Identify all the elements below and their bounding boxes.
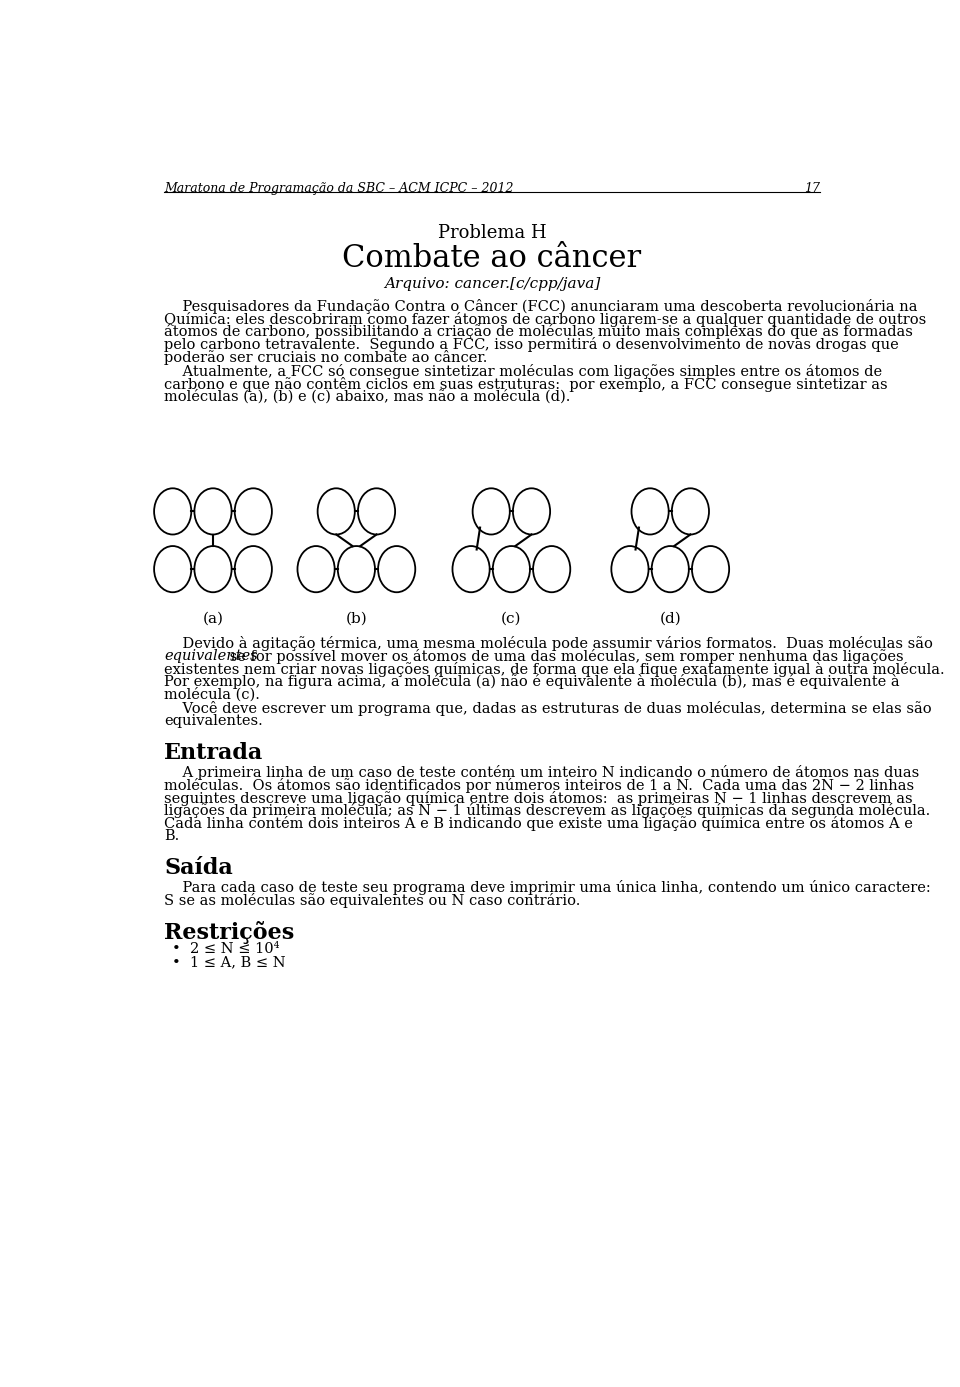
Text: Você deve escrever um programa que, dadas as estruturas de duas moléculas, deter: Você deve escrever um programa que, dada…: [164, 702, 932, 716]
Text: Por exemplo, na figura acima, a molécula (a) não é equivalente à molécula (b), m: Por exemplo, na figura acima, a molécula…: [164, 674, 900, 689]
Text: (a): (a): [203, 612, 224, 626]
Text: Maratona de Programação da SBC – ACM ICPC – 2012: Maratona de Programação da SBC – ACM ICP…: [164, 182, 514, 194]
Text: Devido à agitação térmica, uma mesma molécula pode assumir vários formatos.  Dua: Devido à agitação térmica, uma mesma mol…: [164, 637, 933, 651]
Text: equivalentes: equivalentes: [164, 649, 258, 663]
Text: equivalentes.: equivalentes.: [164, 714, 263, 728]
Text: Entrada: Entrada: [164, 742, 263, 764]
Text: moléculas.  Os átomos são identificados por números inteiros de 1 a N.  Cada uma: moléculas. Os átomos são identificados p…: [164, 778, 914, 793]
Text: seguintes descreve uma ligação química entre dois átomos:  as primeiras N − 1 li: seguintes descreve uma ligação química e…: [164, 791, 913, 806]
Text: Para cada caso de teste seu programa deve imprimir uma única linha, contendo um : Para cada caso de teste seu programa dev…: [164, 879, 931, 895]
Text: poderão ser cruciais no combate ao câncer.: poderão ser cruciais no combate ao cânce…: [164, 350, 488, 365]
Text: molécula (c).: molécula (c).: [164, 687, 260, 702]
Text: (c): (c): [501, 612, 521, 626]
Text: se for possível mover os átomos de uma das moléculas, sem romper nenhuma das lig: se for possível mover os átomos de uma d…: [225, 649, 903, 664]
Text: •  2 ≤ N ≤ 10⁴: • 2 ≤ N ≤ 10⁴: [172, 942, 279, 956]
Text: A primeira linha de um caso de teste contém um inteiro N indicando o número de á: A primeira linha de um caso de teste con…: [164, 766, 920, 779]
Text: átomos de carbono, possibilitando a criação de moléculas muito mais complexas do: átomos de carbono, possibilitando a cria…: [164, 325, 913, 340]
Text: carbono e que não contêm ciclos em suas estruturas:  por exemplo, a FCC consegue: carbono e que não contêm ciclos em suas …: [164, 377, 888, 391]
Text: existentes nem criar novas ligações químicas, de forma que ela fique exatamente : existentes nem criar novas ligações quím…: [164, 662, 945, 677]
Text: moléculas (a), (b) e (c) abaixo, mas não a molécula (d).: moléculas (a), (b) e (c) abaixo, mas não…: [164, 390, 570, 404]
Text: Problema H: Problema H: [438, 225, 546, 243]
Text: Saída: Saída: [164, 857, 233, 879]
Text: (b): (b): [346, 612, 368, 626]
Text: B.: B.: [164, 828, 180, 843]
Text: S se as moléculas são equivalentes ou N caso contrário.: S se as moléculas são equivalentes ou N …: [164, 893, 581, 907]
Text: Cada linha contém dois inteiros A e B indicando que existe uma ligação química e: Cada linha contém dois inteiros A e B in…: [164, 816, 913, 831]
Text: (d): (d): [660, 612, 682, 626]
Text: Combate ao câncer: Combate ao câncer: [343, 244, 641, 275]
Text: Atualmente, a FCC só consegue sintetizar moléculas com ligações simples entre os: Atualmente, a FCC só consegue sintetizar…: [164, 363, 882, 379]
Text: Restrições: Restrições: [164, 921, 295, 943]
Text: •  1 ≤ A, B ≤ N: • 1 ≤ A, B ≤ N: [172, 954, 285, 970]
Text: Pesquisadores da Fundação Contra o Câncer (FCC) anunciaram uma descoberta revolu: Pesquisadores da Fundação Contra o Cânce…: [164, 298, 918, 313]
Text: Química: eles descobriram como fazer átomos de carbono ligarem-se a qualquer qua: Química: eles descobriram como fazer áto…: [164, 312, 926, 326]
Text: 17: 17: [804, 182, 820, 194]
Text: Arquivo: cancer.[c/cpp/java]: Arquivo: cancer.[c/cpp/java]: [384, 276, 600, 290]
Text: ligações da primeira molécula; as N − 1 últimas descrevem as ligações químicas d: ligações da primeira molécula; as N − 1 …: [164, 803, 930, 818]
Text: pelo carbono tetravalente.  Segundo a FCC, isso permitirá o desenvolvimento de n: pelo carbono tetravalente. Segundo a FCC…: [164, 337, 899, 352]
